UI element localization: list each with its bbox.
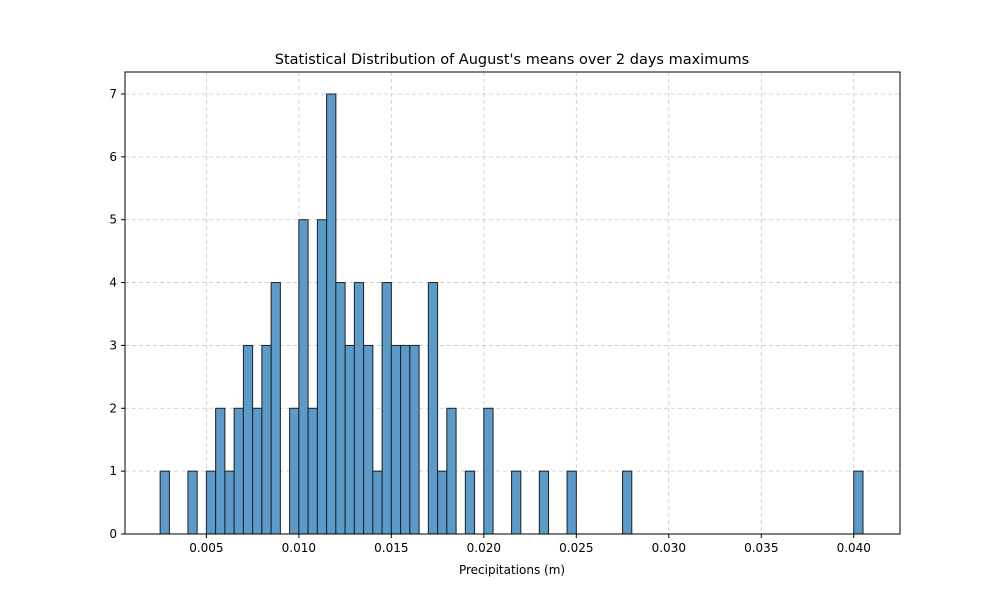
histogram-bar bbox=[307, 407, 318, 535]
histogram-bars bbox=[159, 93, 864, 535]
histogram-bar bbox=[437, 470, 448, 535]
plot-frame bbox=[124, 71, 901, 535]
histogram-bar bbox=[363, 344, 374, 535]
x-tick-label: 0.025 bbox=[559, 541, 593, 555]
x-tick-label: 0.010 bbox=[282, 541, 316, 555]
histogram-bar bbox=[233, 407, 244, 535]
y-tick-label: 0 bbox=[109, 527, 117, 541]
histogram-bar bbox=[215, 407, 226, 535]
histogram-bar bbox=[538, 470, 550, 535]
histogram-bar bbox=[464, 470, 476, 535]
x-tick-label: 0.015 bbox=[374, 541, 408, 555]
histogram-bar bbox=[316, 219, 328, 535]
histogram-bar bbox=[427, 282, 439, 535]
x-tick-label: 0.030 bbox=[652, 541, 686, 555]
histogram-bar bbox=[511, 470, 522, 535]
histogram-bar bbox=[261, 344, 272, 535]
y-tick-label: 1 bbox=[109, 464, 117, 478]
y-tick-label: 5 bbox=[109, 213, 117, 227]
y-tick-label: 7 bbox=[109, 87, 117, 101]
histogram-bar bbox=[853, 470, 864, 535]
histogram-bar bbox=[326, 93, 337, 535]
histogram-bar bbox=[381, 282, 392, 535]
y-tick-label: 3 bbox=[109, 338, 117, 352]
histogram-bar bbox=[224, 470, 235, 535]
histogram-bar bbox=[353, 282, 365, 535]
histogram-bar bbox=[187, 470, 198, 535]
histogram-bar bbox=[446, 407, 457, 535]
chart-title: Statistical Distribution of August's mea… bbox=[275, 52, 749, 68]
x-tick-label: 0.035 bbox=[744, 541, 778, 555]
histogram-bar bbox=[252, 407, 263, 535]
x-tick-label: 0.005 bbox=[189, 541, 223, 555]
histogram-bar bbox=[242, 344, 254, 535]
histogram-bar bbox=[566, 470, 577, 535]
x-axis-ticks: 0.005 0.010 0.015 0.020 0.025 0.030 0.035 0.040 bbox=[189, 534, 871, 555]
histogram-bar bbox=[289, 407, 300, 535]
histogram-bar bbox=[483, 407, 494, 535]
histogram-bar bbox=[372, 470, 383, 535]
histogram-bar bbox=[335, 282, 346, 535]
histogram-bar bbox=[409, 344, 420, 535]
x-tick-label: 0.040 bbox=[837, 541, 871, 555]
histogram-bar bbox=[159, 470, 170, 535]
x-tick-label: 0.020 bbox=[467, 541, 501, 555]
histogram-bar bbox=[400, 344, 411, 535]
x-axis-label: Precipitations (m) bbox=[459, 563, 565, 577]
histogram-bar bbox=[390, 344, 402, 535]
y-axis-ticks: 0 1 2 3 4 5 6 7 bbox=[109, 87, 125, 541]
histogram-bar bbox=[344, 344, 355, 535]
histogram-bar bbox=[622, 470, 633, 535]
histogram-bar bbox=[270, 282, 281, 535]
histogram-bar bbox=[298, 219, 309, 535]
y-tick-label: 2 bbox=[109, 401, 117, 415]
y-tick-label: 4 bbox=[109, 276, 117, 290]
histogram-bar bbox=[205, 470, 217, 535]
y-tick-label: 6 bbox=[109, 150, 117, 164]
